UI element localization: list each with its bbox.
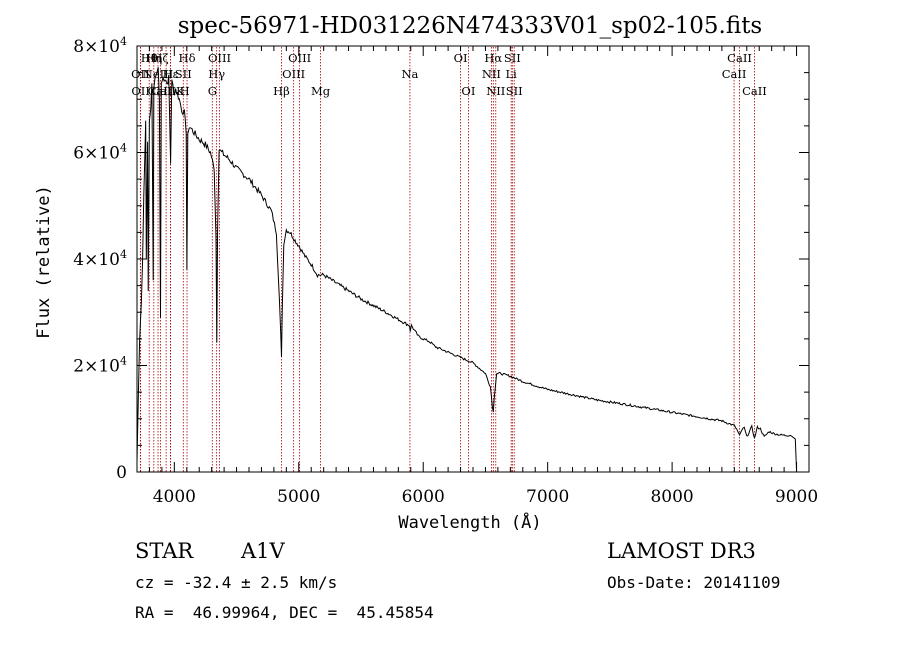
plot-frame [136, 45, 810, 473]
x-tick-label-5: 9000 [775, 487, 818, 507]
x-axis: 4000 5000 6000 7000 8000 9000 [136, 46, 818, 507]
marker-label-10: Hδ [179, 51, 196, 65]
marker-label-7: CaII H [151, 84, 189, 98]
marker-label-12: Hγ [208, 67, 225, 81]
marker-label-2: Hθ [141, 51, 158, 65]
y-tick-label-2: 4×104 [73, 248, 127, 270]
marker-label-21: NII [482, 67, 501, 81]
object-class: STAR [135, 539, 194, 563]
x-tick-label-1: 5000 [277, 487, 320, 507]
marker-label-20: OI [461, 84, 475, 98]
marker-label-13: G [208, 84, 217, 98]
marker-label-15: OIII [282, 67, 305, 81]
marker-label-23: NII [486, 84, 505, 98]
marker-label-24: Li [506, 67, 518, 81]
redshift-text: cz = -32.4 ± 2.5 km/s [135, 573, 338, 592]
y-axis: 0 2×104 4×104 6×104 8×104 [73, 35, 809, 483]
survey-name: LAMOST DR3 [607, 539, 756, 563]
x-tick-label-0: 4000 [153, 487, 196, 507]
marker-label-0: OII [131, 67, 150, 81]
x-axis-label: Wavelength (Å) [398, 511, 541, 533]
y-tick-label-1: 2×104 [73, 355, 127, 377]
marker-label-14: Hβ [273, 84, 290, 98]
x-tick-label-3: 7000 [526, 487, 569, 507]
marker-label-26: SII [506, 84, 523, 98]
line-markers [139, 47, 755, 472]
marker-label-29: CaII [742, 84, 767, 98]
coordinates-text: RA = 46.99964, DEC = 45.45854 [135, 603, 434, 622]
marker-label-25: SII [504, 51, 521, 65]
spectral-subclass: A1V [241, 539, 285, 563]
marker-label-18: Na [401, 67, 418, 81]
marker-label-9: SII [175, 67, 192, 81]
obs-date-text: Obs-Date: 20141109 [607, 573, 781, 592]
y-tick-label-3: 6×104 [73, 142, 127, 164]
marker-label-3: Hη [145, 51, 162, 65]
chart-title: spec-56971-HD031226N474333V01_sp02-105.f… [178, 13, 763, 39]
marker-label-11: OIII [208, 51, 231, 65]
marker-label-8: Hε [163, 67, 179, 81]
y-tick-label-4: 8×104 [73, 35, 127, 57]
marker-label-6: CaII K [148, 84, 185, 98]
marker-label-1: OII [131, 84, 150, 98]
marker-label-19: OI [454, 51, 468, 65]
marker-label-22: Hα [484, 51, 502, 65]
marker-label-28: CaII [727, 51, 752, 65]
marker-label-17: Mg [311, 84, 331, 98]
x-tick-label-2: 6000 [402, 487, 445, 507]
y-tick-label-0: 0 [116, 463, 127, 483]
marker-label-27: CaII [722, 67, 747, 81]
marker-label-4: Hζ [152, 51, 168, 65]
marker-label-16: OIII [288, 51, 311, 65]
x-tick-label-4: 8000 [650, 487, 693, 507]
spectrum-line [136, 67, 798, 473]
y-axis-label: Flux (relative) [34, 185, 54, 339]
